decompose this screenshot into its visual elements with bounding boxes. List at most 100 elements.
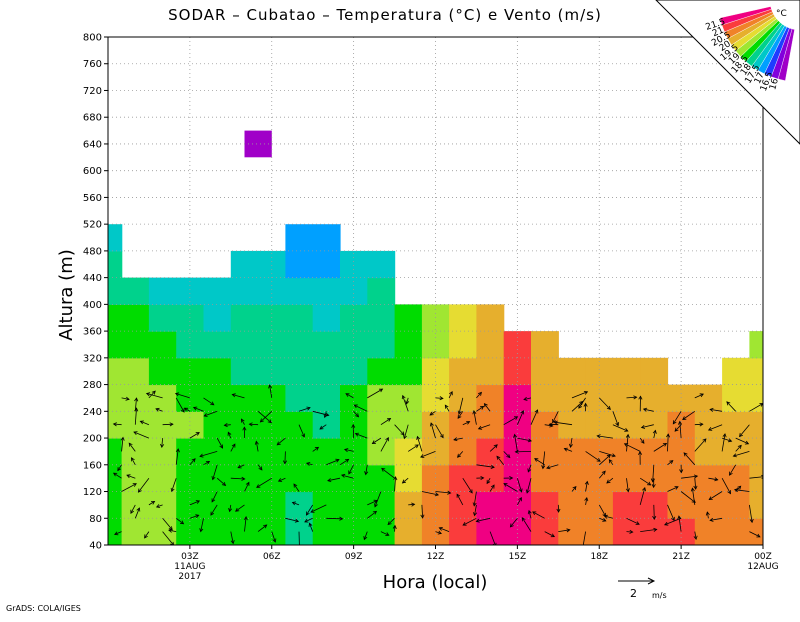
y-tick-label: 720 xyxy=(83,86,102,97)
temperature-cell xyxy=(313,518,341,545)
temperature-cell xyxy=(285,492,313,519)
temperature-cell xyxy=(476,331,504,358)
temperature-cell xyxy=(586,411,614,438)
wind-vector xyxy=(285,451,286,463)
temperature-cell xyxy=(122,304,150,331)
temperature-cell xyxy=(367,304,395,331)
temperature-cell xyxy=(722,438,750,465)
temperature-cell xyxy=(231,304,259,331)
chart-title: SODAR – Cubatao – Temperatura (°C) e Ven… xyxy=(168,6,602,24)
temperature-cell xyxy=(613,492,641,519)
temperature-cell xyxy=(504,385,532,412)
temperature-cell xyxy=(176,304,204,331)
wind-vector xyxy=(163,424,173,425)
temperature-cell xyxy=(231,385,259,412)
temperature-cell xyxy=(531,385,559,412)
temperature-cell xyxy=(476,358,504,385)
temperature-cell xyxy=(668,411,696,438)
temperature-cell xyxy=(122,358,150,385)
y-tick-label: 120 xyxy=(83,487,102,498)
temperature-cell xyxy=(395,518,423,545)
temperature-cell xyxy=(531,465,559,492)
temperature-cell xyxy=(204,304,232,331)
temperature-cell xyxy=(149,385,177,412)
temperature-cell xyxy=(367,438,395,465)
temperature-cell xyxy=(149,278,177,305)
temperature-cell xyxy=(695,438,723,465)
temperature-cell xyxy=(449,358,477,385)
temperature-cell xyxy=(722,411,750,438)
temperature-cell xyxy=(367,385,395,412)
y-tick-label: 240 xyxy=(83,407,102,418)
wind-key-unit: m/s xyxy=(652,591,667,600)
wind-vector xyxy=(654,505,655,519)
temperature-cell xyxy=(313,278,341,305)
y-tick-label: 320 xyxy=(83,353,102,364)
y-tick-label: 800 xyxy=(83,33,102,44)
temperature-cell xyxy=(558,358,586,385)
temperature-cell xyxy=(313,492,341,519)
temperature-cell xyxy=(313,304,341,331)
temperature-cell xyxy=(340,304,368,331)
temperature-cell xyxy=(640,358,668,385)
temperature-cell xyxy=(204,518,232,545)
temperature-cell xyxy=(695,492,723,519)
temperature-cell xyxy=(122,518,150,545)
temperature-cell xyxy=(476,438,504,465)
temperature-cell xyxy=(367,331,395,358)
temperature-cell xyxy=(449,304,477,331)
temperature-cell xyxy=(231,358,259,385)
temperature-cell xyxy=(395,438,423,465)
y-tick-label: 640 xyxy=(83,139,102,150)
temperature-cell xyxy=(313,385,341,412)
y-tick-label: 80 xyxy=(89,514,102,525)
temperature-cell xyxy=(367,251,395,278)
temperature-cell xyxy=(449,518,477,545)
temperature-cell xyxy=(613,358,641,385)
temperature-cell xyxy=(285,331,313,358)
temperature-cell xyxy=(313,438,341,465)
temperature-cell xyxy=(695,518,723,545)
temperature-cell xyxy=(558,438,586,465)
y-axis-label: Altura (m) xyxy=(56,249,77,341)
temperature-cell xyxy=(231,518,259,545)
y-tick-label: 360 xyxy=(83,327,102,338)
temperature-cell xyxy=(204,331,232,358)
temperature-cell xyxy=(258,331,286,358)
temperature-cell xyxy=(340,385,368,412)
wind-vector xyxy=(326,518,342,519)
temperature-cell xyxy=(504,331,532,358)
x-tick-label: 12Z xyxy=(427,552,445,562)
temperature-cell xyxy=(449,438,477,465)
temperature-cell xyxy=(149,304,177,331)
temperature-cell xyxy=(176,385,204,412)
temperature-cell xyxy=(313,251,341,278)
y-tick-label: 40 xyxy=(89,541,102,552)
y-tick-label: 160 xyxy=(83,460,102,471)
x-axis-label: Hora (local) xyxy=(383,572,488,593)
temperature-cell xyxy=(367,358,395,385)
temperature-cell xyxy=(176,331,204,358)
temperature-cell xyxy=(395,411,423,438)
x-tick-sublabel: 2017 xyxy=(178,572,201,582)
temperature-cell xyxy=(395,331,423,358)
temperature-cell xyxy=(504,411,532,438)
temperature-cell xyxy=(395,385,423,412)
temperature-cell xyxy=(340,251,368,278)
temperature-cell xyxy=(258,465,286,492)
x-tick-label: 00Z xyxy=(754,552,772,562)
temperature-cell xyxy=(285,358,313,385)
temperature-cell xyxy=(449,331,477,358)
temperature-cell xyxy=(422,304,450,331)
temperature-cell xyxy=(122,278,150,305)
x-tick-sublabel: 12AUG xyxy=(747,562,778,572)
temperature-cell xyxy=(122,411,150,438)
temperature-cell xyxy=(367,465,395,492)
y-tick-label: 440 xyxy=(83,273,102,284)
temperature-cell xyxy=(558,492,586,519)
temperature-cell xyxy=(340,411,368,438)
temperature-cell xyxy=(176,465,204,492)
temperature-cell xyxy=(285,251,313,278)
temperature-cell xyxy=(285,438,313,465)
